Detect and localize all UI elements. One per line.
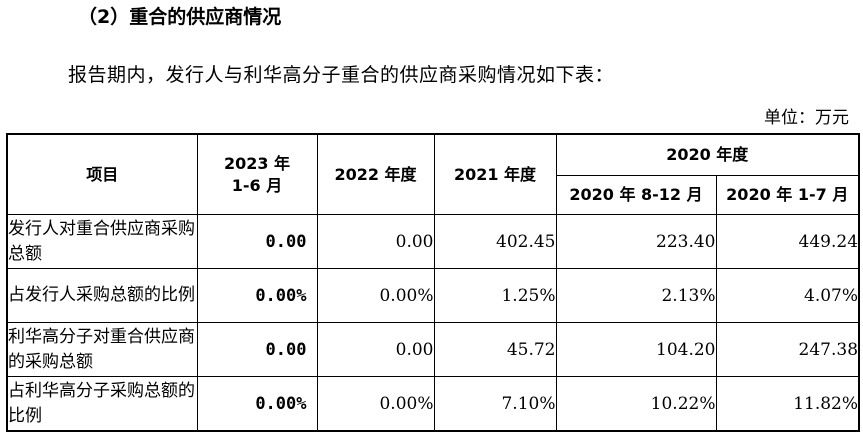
cell-value: 402.45 xyxy=(433,214,557,269)
header-2021: 2021 年度 xyxy=(433,133,557,215)
cell-value: 0.00% xyxy=(316,268,435,323)
cell-value: 4.07% xyxy=(715,268,860,323)
unit-label: 单位：万元 xyxy=(764,108,849,128)
cell-value: 247.38 xyxy=(715,322,860,377)
table-row: 利华高分子对重合供应商的采购总额 0.00 0.00 45.72 104.20 … xyxy=(6,322,860,377)
cell-value: 0.00% xyxy=(196,376,318,432)
header-2020: 2020 年度 xyxy=(555,133,860,176)
table-row: 占发行人采购总额的比例 0.00% 0.00% 1.25% 2.13% 4.07… xyxy=(6,268,860,323)
cell-value: 449.24 xyxy=(715,214,860,269)
header-item: 项目 xyxy=(6,133,198,215)
cell-value: 10.22% xyxy=(555,376,717,432)
cell-value: 0.00 xyxy=(316,214,435,269)
cell-value: 0.00% xyxy=(196,268,318,323)
supplier-table: 项目 2023 年 1-6 月 2022 年度 2021 年度 2020 年度 … xyxy=(6,133,861,432)
row-label: 占发行人采购总额的比例 xyxy=(6,268,198,323)
intro-paragraph: 报告期内，发行人与利华高分子重合的供应商采购情况如下表： xyxy=(68,64,615,86)
cell-value: 104.20 xyxy=(555,322,717,377)
cell-value: 0.00 xyxy=(196,214,318,269)
cell-value: 0.00% xyxy=(316,376,435,432)
header-2020-aug-dec: 2020 年 8-12 月 xyxy=(555,175,717,215)
cell-value: 1.25% xyxy=(433,268,557,323)
table-row: 占利华高分子采购总额的比例 0.00% 0.00% 7.10% 10.22% 1… xyxy=(6,376,860,432)
cell-value: 45.72 xyxy=(433,322,557,377)
row-label: 占利华高分子采购总额的比例 xyxy=(6,376,198,432)
cell-value: 2.13% xyxy=(555,268,717,323)
cell-value: 11.82% xyxy=(715,376,860,432)
row-label: 发行人对重合供应商采购总额 xyxy=(6,214,198,269)
cell-value: 0.00 xyxy=(196,322,318,377)
cell-value: 0.00 xyxy=(316,322,435,377)
section-heading: （2）重合的供应商情况 xyxy=(78,6,282,28)
cell-value: 223.40 xyxy=(555,214,717,269)
table-row: 发行人对重合供应商采购总额 0.00 0.00 402.45 223.40 44… xyxy=(6,214,860,269)
header-2020-jan-jul: 2020 年 1-7 月 xyxy=(715,175,860,215)
header-2022: 2022 年度 xyxy=(316,133,435,215)
cell-value: 7.10% xyxy=(433,376,557,432)
row-label: 利华高分子对重合供应商的采购总额 xyxy=(6,322,198,377)
header-2023-h1: 2023 年 1-6 月 xyxy=(196,133,318,215)
